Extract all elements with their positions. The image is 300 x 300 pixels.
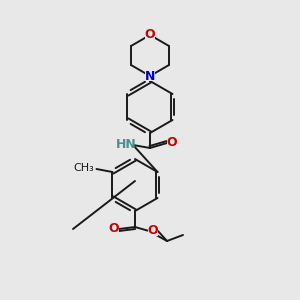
Text: O: O bbox=[167, 136, 177, 149]
Text: CH₃: CH₃ bbox=[74, 163, 94, 173]
FancyBboxPatch shape bbox=[109, 224, 119, 233]
Text: O: O bbox=[145, 28, 155, 41]
FancyBboxPatch shape bbox=[145, 71, 155, 80]
FancyBboxPatch shape bbox=[145, 31, 155, 40]
FancyBboxPatch shape bbox=[167, 139, 177, 148]
Text: N: N bbox=[145, 70, 155, 83]
FancyBboxPatch shape bbox=[119, 140, 133, 149]
Text: HN: HN bbox=[116, 139, 136, 152]
Text: O: O bbox=[109, 223, 119, 236]
Text: O: O bbox=[148, 224, 158, 238]
FancyBboxPatch shape bbox=[148, 226, 158, 236]
